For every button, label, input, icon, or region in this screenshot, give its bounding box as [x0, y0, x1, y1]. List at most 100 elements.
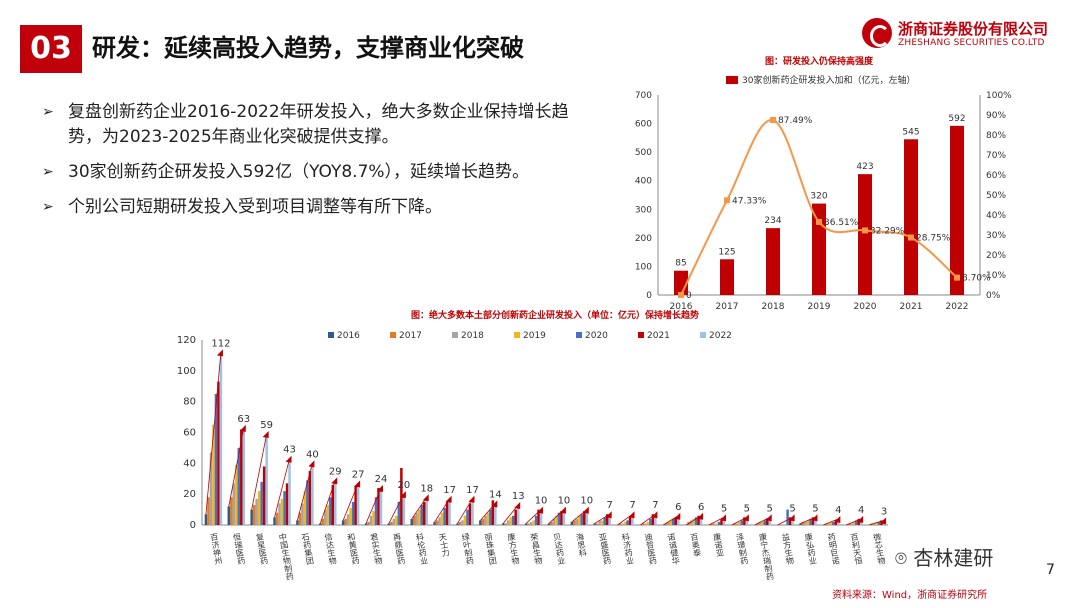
legend-label: 2022 [709, 331, 732, 341]
y-tick-label: 100 [635, 262, 652, 272]
bar [280, 498, 284, 525]
bar [717, 521, 721, 525]
trend-arrow [228, 427, 245, 507]
arrow-bullet-icon: ➢ [42, 199, 54, 215]
bar [575, 518, 579, 525]
bar [417, 509, 421, 525]
arrow-head-icon [582, 506, 589, 514]
x-tick-label: 和黄医药 [346, 532, 361, 566]
x-tick-label: 2018 [762, 302, 785, 312]
bar-value-label: 545 [902, 127, 919, 137]
bar [351, 501, 355, 525]
x-tick-label: 天士力 [438, 532, 451, 558]
arrow-head-icon [834, 515, 841, 523]
bar [580, 514, 584, 525]
x-tick-label: 恒瑞医药 [232, 531, 247, 566]
x-tick-label: 泽璟制药 [735, 532, 750, 566]
bar [242, 427, 246, 525]
trend-arrow [457, 498, 473, 524]
arrow-head-icon [651, 511, 658, 519]
x-tick-label: 中国生物制药 [277, 531, 295, 582]
y-tick-label: 80 [183, 397, 196, 408]
y2-tick-label: 80% [986, 131, 1006, 141]
x-tick-label: 药明巨诺 [826, 531, 841, 566]
bar [212, 424, 215, 525]
arrow-head-icon [216, 349, 223, 357]
arrow-head-icon [880, 517, 887, 525]
bar [712, 523, 716, 525]
bar [623, 521, 627, 525]
bar [240, 429, 243, 525]
bar-value-label: 24 [375, 474, 388, 485]
x-tick-label: 2020 [854, 302, 877, 312]
bar [288, 458, 291, 525]
bar [458, 521, 462, 525]
bar [573, 520, 576, 525]
bar [209, 452, 213, 525]
bar [872, 523, 876, 525]
bar [252, 504, 256, 525]
bar [849, 523, 853, 525]
bar-value-label: 40 [306, 449, 319, 460]
bar [854, 520, 858, 525]
bar [275, 512, 279, 525]
bar-value-label: 43 [283, 445, 296, 456]
bar [555, 515, 558, 525]
legend-swatch [726, 76, 738, 84]
bar [265, 434, 268, 525]
bar [641, 523, 645, 525]
bar [392, 518, 396, 525]
bar-value-label: 14 [489, 489, 502, 500]
x-tick-label: 迪哲医药 [643, 531, 658, 566]
bar [356, 483, 360, 525]
x-tick-label: 再鼎医药 [392, 532, 407, 566]
bar [324, 509, 327, 525]
arrow-head-icon [811, 514, 818, 522]
bar [367, 521, 370, 525]
logo-icon [862, 18, 892, 48]
bar [605, 514, 609, 525]
bar [319, 523, 322, 525]
bar [689, 520, 693, 525]
bar [369, 515, 373, 525]
bar [694, 517, 698, 525]
trend-arrow [434, 498, 450, 523]
bar [763, 520, 766, 525]
trend-arrow [777, 516, 793, 526]
bar [745, 517, 749, 525]
bar [852, 521, 855, 525]
x-tick-label: 复星医药 [255, 531, 270, 566]
bar [445, 501, 449, 525]
bar [722, 517, 726, 525]
x-tick-label: 康弘药业 [803, 531, 818, 565]
bar [511, 515, 515, 525]
bar [402, 494, 406, 525]
bar [456, 523, 459, 525]
bar [298, 512, 302, 525]
x-tick-label: 2021 [900, 302, 923, 312]
bar [326, 504, 330, 525]
page-title: 研发：延续高投入趋势，支撑商业化突破 [92, 34, 524, 62]
bar [667, 521, 670, 525]
bar [733, 523, 736, 525]
bar [788, 517, 792, 525]
bar [552, 518, 556, 525]
bar [237, 447, 241, 525]
bar [466, 509, 469, 525]
y-tick-label: 120 [177, 335, 196, 346]
bar [415, 512, 418, 525]
bullet-item: ➢ 个别公司短期研发投入受到项目调整等有所下降。 [42, 195, 590, 220]
arrow-head-icon [377, 485, 383, 492]
bar [677, 515, 680, 525]
bar [232, 483, 236, 525]
bar [557, 512, 561, 525]
y-tick-label: 60 [183, 428, 196, 439]
x-tick-label: 百奥泰 [689, 532, 702, 557]
arrow-head-icon [239, 424, 246, 432]
arrow-bullet-icon: ➢ [42, 164, 54, 180]
bar [766, 228, 780, 295]
bar [260, 481, 263, 525]
logo-name-cn: 浙商证券股份有限公司 [898, 20, 1049, 38]
x-tick-label: 2017 [716, 302, 739, 312]
y-tick-label: 400 [635, 177, 652, 187]
